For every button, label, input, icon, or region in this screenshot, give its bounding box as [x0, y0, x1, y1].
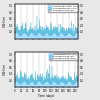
- Legend: SSH model output (1h), SSH observations (1h), SSH resampled (3h): SSH model output (1h), SSH observations …: [48, 4, 78, 12]
- Legend: SSH observations (1h), SSH resampled (6h), SSH resampled (12h): SSH observations (1h), SSH resampled (6h…: [49, 53, 78, 60]
- Y-axis label: SSH (m): SSH (m): [3, 16, 7, 27]
- Y-axis label: SSH (m): SSH (m): [3, 64, 7, 75]
- X-axis label: Time (days): Time (days): [38, 94, 55, 98]
